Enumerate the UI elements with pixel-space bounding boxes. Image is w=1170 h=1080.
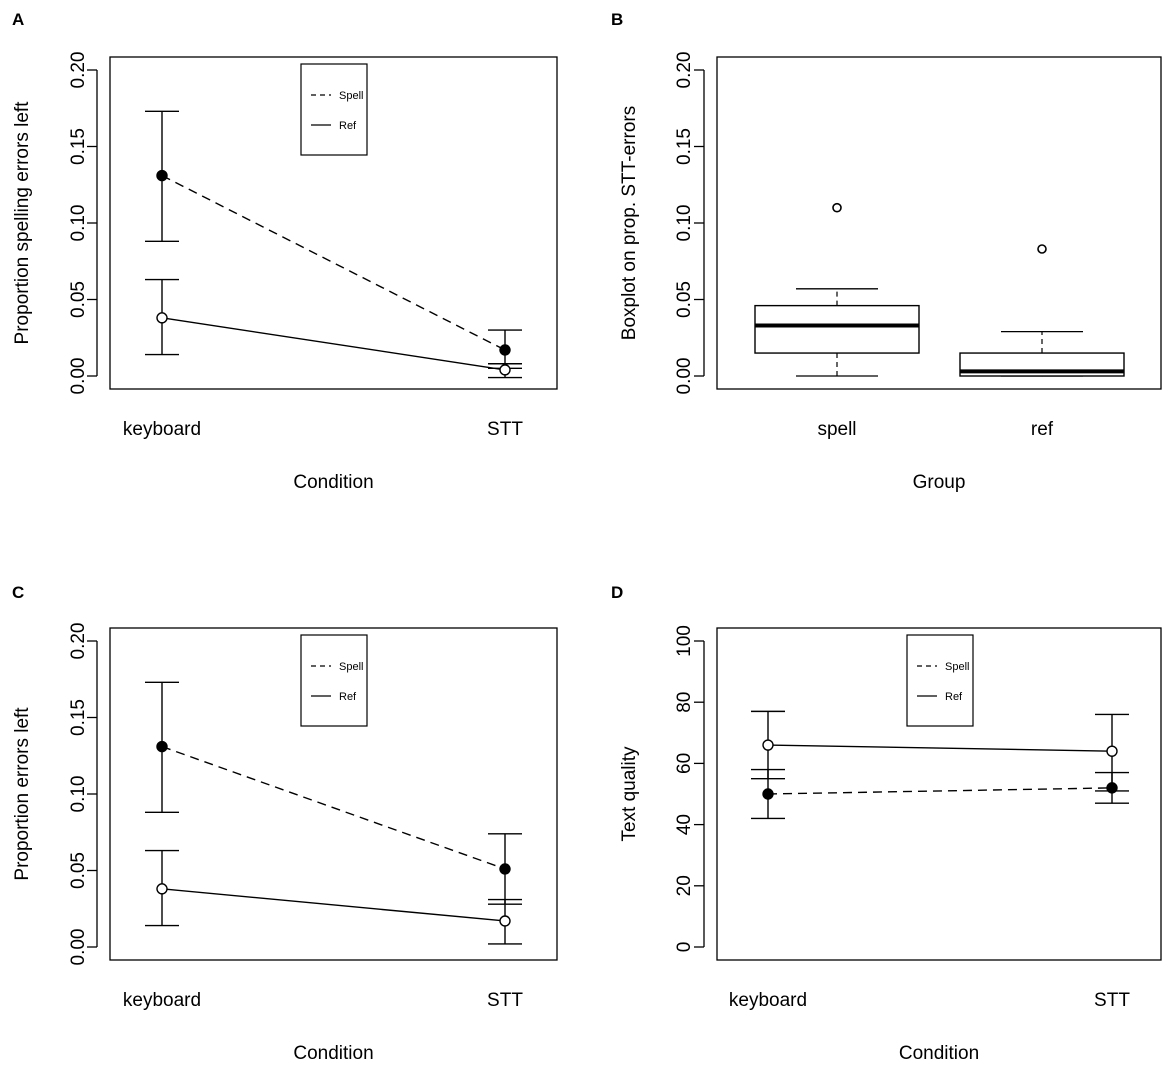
x-axis-label: Group	[913, 472, 966, 493]
legend-label-spell: Spell	[339, 90, 363, 102]
y-tick-label: 0.00	[674, 358, 695, 395]
outlier-point	[832, 202, 842, 213]
y-tick-label: 0.00	[68, 929, 89, 966]
y-tick-label: 0.05	[68, 852, 89, 889]
legend-box	[906, 634, 974, 727]
legend-label-ref: Ref	[339, 691, 357, 703]
series-ref	[751, 710, 1129, 792]
data-point	[762, 739, 774, 751]
x-category-label: keyboard	[123, 419, 201, 440]
x-category-label: STT	[487, 419, 523, 440]
y-tick-label: 0.10	[68, 205, 89, 242]
y-tick-label: 0.10	[68, 776, 89, 813]
x-axis-label: Condition	[293, 1043, 373, 1064]
y-tick-label: 40	[674, 814, 695, 835]
y-tick-label: 0.05	[68, 281, 89, 318]
data-point	[499, 863, 511, 875]
x-category-label: keyboard	[729, 990, 807, 1011]
y-tick-label: 0	[674, 942, 695, 953]
y-axis-label: Boxplot on prop. STT-errors	[619, 106, 640, 340]
y-tick-label: 0.20	[674, 52, 695, 89]
data-point	[499, 344, 511, 356]
panel-a: A 0.00 0.05 0.10 0.15 0.20 Proportion spelling…	[12, 10, 558, 493]
series-spell	[145, 110, 522, 370]
box-ref	[959, 244, 1125, 377]
data-point	[499, 364, 511, 376]
y-tick-label: 0.20	[68, 52, 89, 89]
legend: Spell Ref	[300, 634, 368, 727]
series-line	[767, 744, 1113, 752]
legend-label-spell: Spell	[945, 661, 969, 673]
series-line	[161, 888, 506, 922]
x-category-label: keyboard	[123, 990, 201, 1011]
series-ref	[145, 849, 522, 945]
series-line	[767, 787, 1113, 795]
y-tick-label: 20	[674, 875, 695, 896]
y-tick-label: 0.15	[68, 699, 89, 736]
legend-label-spell: Spell	[339, 661, 363, 673]
panel-label: D	[611, 583, 623, 602]
legend-box	[300, 634, 368, 727]
legend: Spell Ref	[906, 634, 974, 727]
box-iqr	[754, 304, 920, 354]
plot-frame	[109, 627, 558, 961]
y-tick-label: 60	[674, 753, 695, 774]
legend-label-ref: Ref	[339, 120, 357, 132]
y-axis-label: Text quality	[619, 746, 640, 842]
panel-label: B	[611, 10, 623, 29]
x-axis-label: Condition	[293, 472, 373, 493]
y-tick-label: 0.15	[68, 128, 89, 165]
legend-label-ref: Ref	[945, 691, 963, 703]
y-tick-label: 0.20	[68, 623, 89, 660]
data-point	[762, 788, 774, 800]
y-tick-label: 0.10	[674, 205, 695, 242]
outlier-point	[1037, 244, 1047, 254]
series-line	[161, 317, 506, 371]
panel-c: C 0.00 0.05 0.10 0.15 0.20 Proportion errors l…	[12, 583, 558, 1064]
plot-frame	[109, 56, 558, 390]
x-category-label: STT	[487, 990, 523, 1011]
legend-box	[300, 63, 368, 156]
x-category-label: STT	[1094, 990, 1130, 1011]
y-tick-label: 0.05	[674, 281, 695, 318]
series-line	[161, 745, 506, 870]
y-axis-label: Proportion errors left	[12, 707, 33, 881]
y-tick-label: 0.00	[68, 358, 89, 395]
x-category-label: ref	[1031, 419, 1054, 440]
series-spell	[751, 768, 1129, 820]
plot-frame	[716, 56, 1162, 390]
x-category-label: spell	[817, 419, 856, 440]
y-tick-label: 0.15	[674, 128, 695, 165]
plot-frame	[716, 627, 1162, 961]
box-spell	[754, 202, 920, 377]
legend: Spell Ref	[300, 63, 368, 156]
series-ref	[145, 278, 522, 379]
x-axis-label: Condition	[899, 1043, 979, 1064]
panel-d: D 0 20 40 60 80 100 Text quality Condition keyboa…	[611, 583, 1162, 1064]
y-tick-label: 100	[674, 625, 695, 657]
series-spell	[145, 681, 522, 905]
panel-label: A	[12, 10, 24, 29]
data-point	[156, 740, 168, 753]
panel-b: B 0.00 0.05 0.10 0.15 0.20 Boxplot on prop. ST…	[611, 10, 1162, 493]
y-tick-label: 80	[674, 692, 695, 713]
data-point	[156, 312, 168, 324]
series-line	[161, 174, 506, 351]
data-point	[1106, 745, 1118, 757]
data-point	[156, 883, 168, 895]
y-axis-label: Proportion spelling errors left	[12, 101, 33, 345]
data-point	[156, 169, 168, 182]
data-point	[499, 915, 511, 927]
panel-label: C	[12, 583, 24, 602]
